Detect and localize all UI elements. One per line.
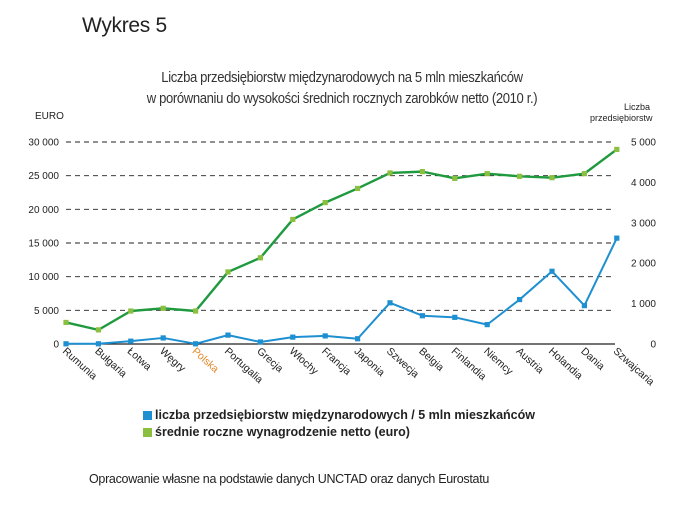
category-label-3: Węgry xyxy=(157,345,188,375)
category-label-12: Finlandia xyxy=(449,345,489,383)
category-label-15: Holandia xyxy=(546,345,585,382)
category-label-9: Japonia xyxy=(352,345,387,379)
series-1-point-0 xyxy=(63,319,69,326)
legend-item-companies: liczba przedsiębiorstw międzynarodowych … xyxy=(143,407,535,424)
series-1-point-8 xyxy=(322,200,328,206)
series-0-point-11 xyxy=(419,313,425,319)
series-line-1 xyxy=(65,148,618,332)
right-tick-label: 0 xyxy=(650,340,656,351)
category-label-7: Włochy xyxy=(287,345,321,377)
left-tick-label: 30 000 xyxy=(28,138,59,149)
series-0-point-8 xyxy=(322,333,328,339)
series-0-point-1 xyxy=(95,341,101,347)
series-0-point-2 xyxy=(128,338,134,344)
chart-title-line-2: w porównaniu do wysokości średnich roczn… xyxy=(146,91,538,107)
series-1-point-12 xyxy=(452,175,458,181)
series-1-point-16 xyxy=(581,171,587,177)
series-0-point-5 xyxy=(225,332,231,338)
chart-title-line-1: Liczba przedsiębiorstw międzynarodowych … xyxy=(161,70,523,86)
series-line-0 xyxy=(66,237,618,345)
series-1-point-5 xyxy=(225,269,231,275)
right-tick-label: 5 000 xyxy=(631,138,656,149)
legend: liczba przedsiębiorstw międzynarodowych … xyxy=(143,407,535,441)
left-tick-label: 0 xyxy=(53,340,59,351)
series-1-point-6 xyxy=(257,255,263,261)
legend-swatch-companies xyxy=(143,411,152,420)
category-label-10: Szwecja xyxy=(384,345,421,380)
left-tick-label: 15 000 xyxy=(28,239,59,250)
chart-title: Liczba przedsiębiorstw międzynarodowych … xyxy=(0,68,684,110)
grid-lines xyxy=(66,141,615,345)
right-axis-label-line-2: przedsiębiorstw xyxy=(590,113,653,123)
series-1-point-13 xyxy=(484,171,490,177)
left-tick-label: 5 000 xyxy=(34,306,59,317)
category-label-4: Polska xyxy=(190,345,222,375)
right-axis-label: Liczba przedsiębiorstw xyxy=(590,102,653,124)
series-0-point-4 xyxy=(193,341,199,347)
right-axis-label-line-1: Liczba xyxy=(623,102,650,112)
series-0-point-17 xyxy=(614,235,620,241)
legend-label-salary: średnie roczne wynagrodzenie netto (euro… xyxy=(155,425,410,439)
series-1-point-3 xyxy=(160,305,166,311)
series-1-point-14 xyxy=(517,173,523,179)
series-1-point-11 xyxy=(419,169,425,175)
legend-item-salary: średnie roczne wynagrodzenie netto (euro… xyxy=(143,424,535,441)
series-0-point-0 xyxy=(63,341,69,347)
category-label-14: Austria xyxy=(514,345,546,376)
legend-swatch-salary xyxy=(143,428,152,437)
series-1-point-10 xyxy=(387,170,393,176)
category-label-0: Rumunia xyxy=(60,345,99,382)
left-tick-label: 10 000 xyxy=(28,272,59,283)
right-tick-label: 3 000 xyxy=(631,218,656,229)
category-label-17: Szwajcaria xyxy=(611,345,657,388)
series-0-point-7 xyxy=(290,334,296,340)
series-1 xyxy=(63,146,620,333)
series-0-point-15 xyxy=(549,268,555,274)
figure-label: Wykres 5 xyxy=(82,14,167,37)
series-1-point-7 xyxy=(290,216,296,223)
category-label-2: Łotwa xyxy=(125,345,154,373)
right-axis-ticks: 0 1 000 2 000 3 000 4 000 5 000 xyxy=(631,138,656,351)
series-1-point-9 xyxy=(355,185,361,192)
series-1-point-4 xyxy=(193,308,199,314)
series-0-point-13 xyxy=(484,322,490,328)
series-0-point-12 xyxy=(452,314,458,320)
source-note: Opracowanie własne na podstawie danych U… xyxy=(89,472,490,486)
category-label-8: Francja xyxy=(319,345,353,377)
series-0-point-9 xyxy=(355,336,361,342)
category-label-16: Dania xyxy=(578,345,607,372)
series-0 xyxy=(63,235,620,347)
series-0-point-16 xyxy=(581,303,587,309)
left-axis-label: EURO xyxy=(35,111,64,122)
series-1-point-2 xyxy=(128,308,134,314)
category-label-11: Belgia xyxy=(416,345,446,374)
series-0-point-10 xyxy=(387,300,393,306)
series-1-point-17 xyxy=(614,146,620,153)
left-tick-label: 25 000 xyxy=(28,171,59,182)
series-1-point-15 xyxy=(549,175,555,181)
right-tick-label: 4 000 xyxy=(631,178,656,189)
left-tick-label: 20 000 xyxy=(28,205,59,216)
legend-label-companies: liczba przedsiębiorstw międzynarodowych … xyxy=(155,408,535,422)
series-layer xyxy=(63,146,620,347)
series-0-point-14 xyxy=(517,296,523,303)
series-0-point-6 xyxy=(257,339,263,345)
series-0-point-3 xyxy=(160,335,166,341)
series-1-point-1 xyxy=(95,327,101,333)
right-tick-label: 1 000 xyxy=(631,299,656,310)
right-tick-label: 2 000 xyxy=(631,259,656,270)
left-axis-ticks: 0 5 000 10 000 15 000 20 000 25 000 30 000 xyxy=(28,138,59,351)
